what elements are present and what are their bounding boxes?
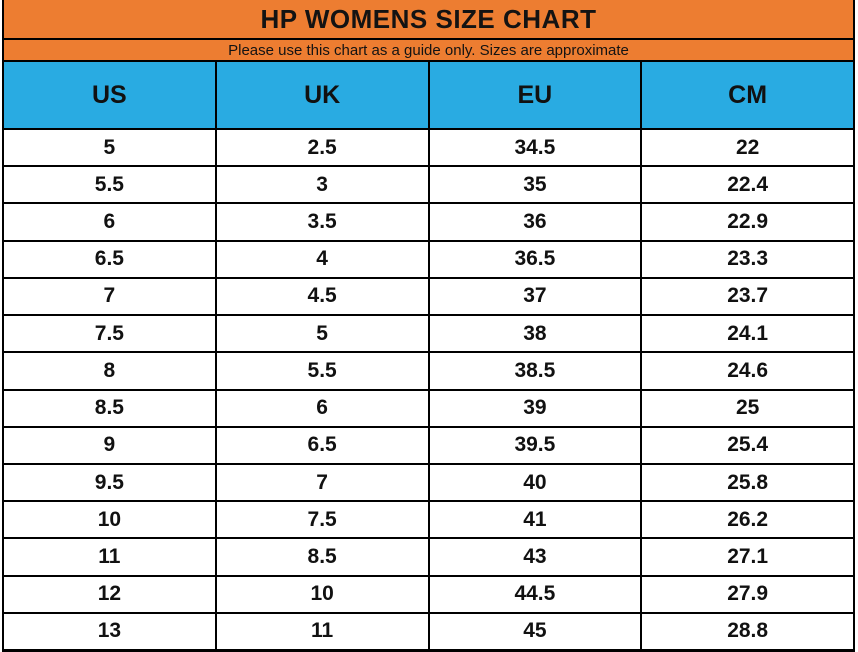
table-row: 8.5 6 39 25	[4, 390, 853, 428]
table-cell: 12	[4, 576, 217, 612]
table-cell: 11	[217, 613, 430, 650]
table-cell: 5.5	[4, 167, 217, 203]
table-cell: 26.2	[727, 507, 769, 531]
table-cell: 24.1	[727, 321, 769, 345]
table-cell: 11	[4, 539, 217, 575]
table-cell: 3	[217, 167, 430, 203]
table-cell: 43	[430, 539, 643, 575]
table-cell: 2.5	[217, 130, 430, 166]
table-cell: 35	[430, 167, 643, 203]
table-cell: 45	[430, 613, 643, 650]
table-cell: 38.5	[430, 353, 643, 389]
chart-title: HP WOMENS SIZE CHART	[4, 0, 853, 40]
table-cell: 25.8	[727, 470, 769, 494]
table-row: 5 2.5 34.5 22	[4, 130, 853, 168]
table-cell: 6	[217, 390, 430, 426]
table-cell: 13	[4, 613, 217, 650]
column-header-eu: EU	[430, 62, 643, 128]
column-header-row: US UK EU CM	[4, 62, 853, 130]
table-cell: 27.9	[727, 582, 769, 606]
table-cell: 8.5	[217, 539, 430, 575]
table-cell: 34.5	[430, 130, 643, 166]
table-cell: 40	[430, 464, 643, 501]
table-cell: 23.3	[727, 247, 769, 271]
table-cell: 6	[4, 204, 217, 240]
table-cell: 27.1	[727, 545, 769, 569]
table-cell: 9	[4, 427, 217, 463]
table-row: 12 10 44.5 27.9	[4, 576, 853, 614]
table-cell: 6.5	[217, 427, 430, 463]
table-cell: 10	[217, 576, 430, 612]
table-cell: 25	[735, 396, 760, 420]
table-cell: 36	[430, 204, 643, 240]
table-cell: 38	[430, 316, 643, 352]
table-row: 9.5 7 40 25.8	[4, 464, 853, 503]
table-cell: 44.5	[430, 576, 643, 612]
table-cell: 5.5	[217, 353, 430, 389]
table-cell: 39	[430, 390, 643, 426]
table-body: 5 2.5 34.5 22 5.5 3 35 22.4 6 3.5 36 22.…	[4, 130, 853, 650]
table-cell: 7	[217, 464, 430, 501]
table-cell: 7	[4, 278, 217, 315]
table-cell: 25.4	[727, 433, 769, 457]
table-cell: 3.5	[217, 204, 430, 240]
column-header-cm: CM	[728, 80, 768, 109]
table-row: 10 7.5 41 26.2	[4, 502, 853, 540]
table-cell: 22.4	[727, 172, 769, 196]
table-row: 7.5 5 38 24.1	[4, 316, 853, 354]
table-cell: 22	[735, 135, 760, 159]
table-row: 13 11 45 28.8	[4, 613, 853, 650]
table-cell: 10	[4, 502, 217, 538]
table-cell: 28.8	[727, 619, 769, 643]
table-cell: 37	[430, 278, 643, 315]
table-row: 8 5.5 38.5 24.6	[4, 353, 853, 391]
table-cell: 4.5	[217, 278, 430, 315]
table-row: 6.5 4 36.5 23.3	[4, 241, 853, 279]
table-cell: 5	[217, 316, 430, 352]
table-cell: 5	[4, 130, 217, 166]
table-cell: 22.9	[727, 210, 769, 234]
table-cell: 6.5	[4, 241, 217, 277]
table-cell: 4	[217, 241, 430, 277]
table-row: 11 8.5 43 27.1	[4, 539, 853, 577]
table-row: 7 4.5 37 23.7	[4, 278, 853, 317]
table-cell: 39.5	[430, 427, 643, 463]
table-row: 6 3.5 36 22.9	[4, 204, 853, 242]
column-header-uk: UK	[217, 62, 430, 128]
chart-subtitle: Please use this chart as a guide only. S…	[4, 40, 853, 62]
table-cell: 9.5	[4, 464, 217, 501]
table-cell: 8.5	[4, 390, 217, 426]
column-header-us: US	[4, 62, 217, 128]
table-cell: 36.5	[430, 241, 643, 277]
table-row: 9 6.5 39.5 25.4	[4, 427, 853, 465]
table-cell: 7.5	[217, 502, 430, 538]
table-cell: 23.7	[727, 284, 769, 308]
table-cell: 41	[430, 502, 643, 538]
table-cell: 24.6	[727, 358, 769, 382]
table-row: 5.5 3 35 22.4	[4, 167, 853, 205]
table-cell: 7.5	[4, 316, 217, 352]
table-cell: 8	[4, 353, 217, 389]
